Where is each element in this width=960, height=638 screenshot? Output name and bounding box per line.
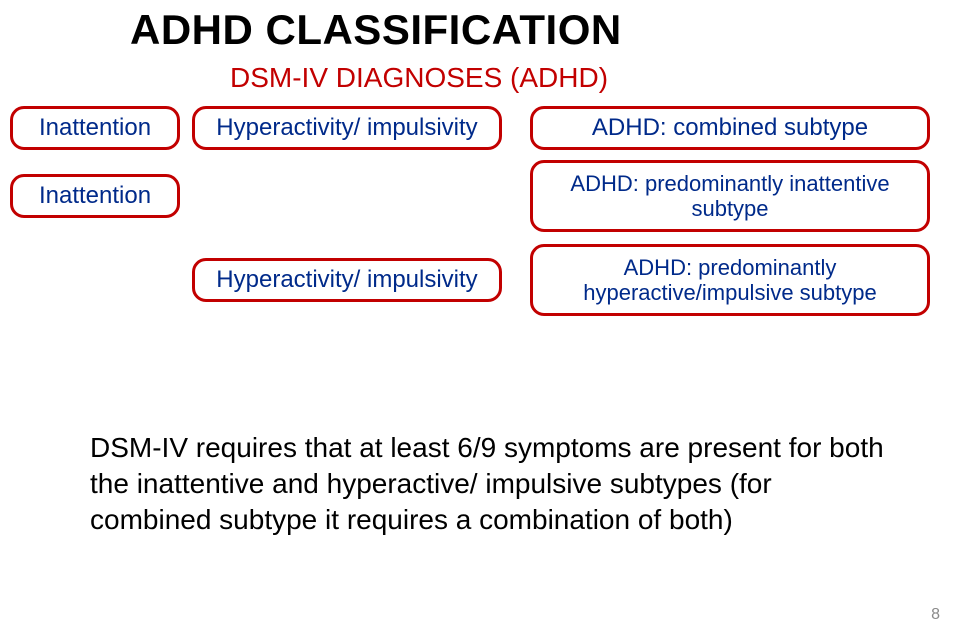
page-number: 8 — [931, 606, 940, 624]
box-hyperactivity-2: Hyperactivity/ impulsivity — [192, 258, 502, 302]
box-label: ADHD: predominantly inattentive subtype — [533, 169, 927, 224]
slide-title: ADHD CLASSIFICATION — [130, 6, 622, 54]
box-predominantly-inattentive: ADHD: predominantly inattentive subtype — [530, 160, 930, 232]
box-label: ADHD: predominantly hyperactive/impulsiv… — [533, 253, 927, 308]
box-label: ADHD: combined subtype — [584, 112, 876, 144]
box-combined-subtype: ADHD: combined subtype — [530, 106, 930, 150]
box-label: Hyperactivity/ impulsivity — [208, 112, 485, 144]
slide-subtitle: DSM-IV DIAGNOSES (ADHD) — [230, 62, 608, 94]
box-label: Inattention — [31, 112, 159, 144]
box-inattention-1: Inattention — [10, 106, 180, 150]
box-inattention-2: Inattention — [10, 174, 180, 218]
body-paragraph: DSM-IV requires that at least 6/9 sympto… — [90, 430, 890, 537]
slide: ADHD CLASSIFICATION DSM-IV DIAGNOSES (AD… — [0, 0, 960, 638]
box-label: Hyperactivity/ impulsivity — [208, 264, 485, 296]
box-predominantly-hyperactive: ADHD: predominantly hyperactive/impulsiv… — [530, 244, 930, 316]
box-hyperactivity-1: Hyperactivity/ impulsivity — [192, 106, 502, 150]
box-label: Inattention — [31, 180, 159, 212]
